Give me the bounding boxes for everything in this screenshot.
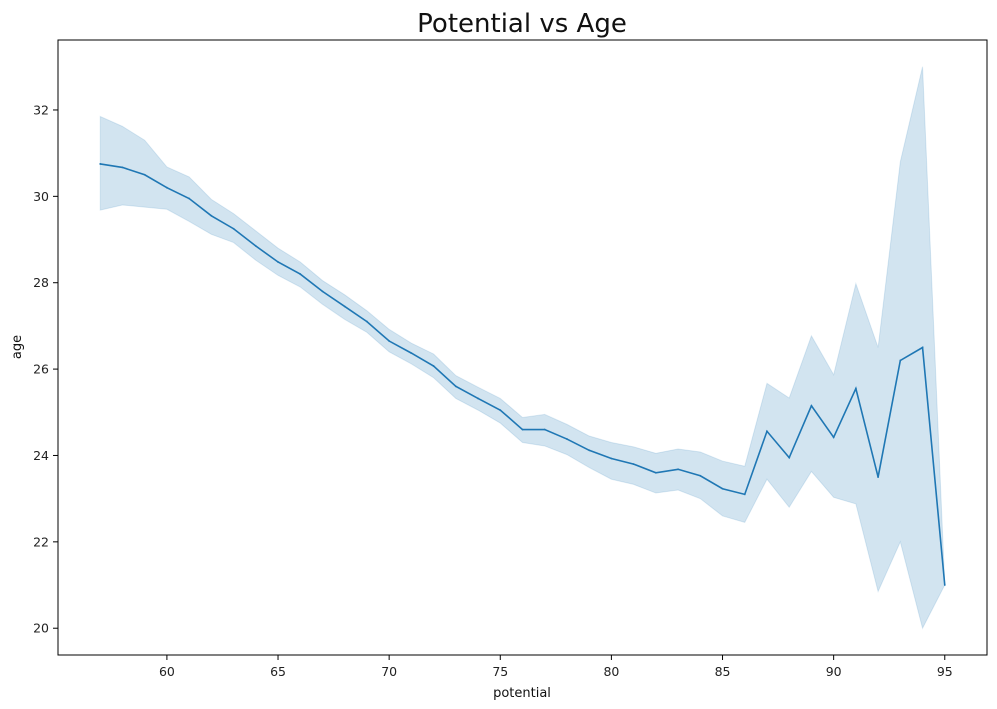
data-point bbox=[232, 227, 235, 230]
y-tick-label: 24 bbox=[33, 448, 49, 463]
y-tick-label: 20 bbox=[33, 621, 49, 636]
data-point bbox=[743, 493, 746, 496]
x-tick-label: 85 bbox=[715, 664, 731, 679]
data-point bbox=[610, 457, 613, 460]
data-point bbox=[654, 471, 657, 474]
data-point bbox=[699, 474, 702, 477]
data-point bbox=[810, 404, 813, 407]
data-point bbox=[677, 468, 679, 471]
data-point bbox=[366, 320, 368, 323]
data-point bbox=[477, 397, 479, 400]
data-point bbox=[588, 449, 591, 452]
data-point bbox=[454, 385, 457, 388]
data-point bbox=[121, 166, 124, 169]
data-point bbox=[943, 584, 946, 586]
data-point bbox=[521, 428, 524, 431]
data-point bbox=[899, 359, 902, 362]
data-point bbox=[99, 163, 102, 165]
x-tick-label: 90 bbox=[826, 664, 842, 679]
y-tick-label: 32 bbox=[33, 102, 49, 117]
y-tick-label: 28 bbox=[33, 275, 49, 290]
data-point bbox=[277, 261, 279, 263]
data-point bbox=[432, 365, 435, 367]
y-tick-label: 30 bbox=[33, 189, 49, 204]
x-tick-label: 75 bbox=[492, 664, 508, 679]
data-point bbox=[388, 340, 391, 342]
x-tick-label: 80 bbox=[603, 664, 619, 679]
plot-area bbox=[57, 39, 988, 656]
data-point bbox=[721, 487, 724, 490]
data-point bbox=[632, 463, 635, 466]
data-point bbox=[921, 346, 924, 349]
data-point bbox=[210, 214, 213, 217]
data-point bbox=[499, 409, 502, 412]
data-point bbox=[188, 197, 191, 200]
data-point bbox=[543, 428, 546, 431]
x-tick-label: 65 bbox=[270, 664, 286, 679]
data-point bbox=[766, 430, 768, 433]
data-point bbox=[321, 290, 324, 293]
y-axis: 20 22 24 26 28 30 32 bbox=[33, 102, 58, 636]
data-point bbox=[299, 273, 302, 275]
data-point bbox=[254, 245, 257, 247]
data-point bbox=[877, 476, 879, 478]
data-point bbox=[143, 173, 146, 176]
data-point bbox=[832, 436, 835, 439]
data-point bbox=[410, 352, 413, 355]
x-tick-label: 60 bbox=[159, 664, 175, 679]
x-tick-label: 70 bbox=[381, 664, 397, 679]
x-tick-label: 95 bbox=[937, 664, 953, 679]
x-axis-label: potential bbox=[493, 686, 551, 701]
x-axis: 60 65 70 75 80 85 90 95 bbox=[159, 655, 953, 679]
data-point bbox=[854, 387, 857, 390]
data-point bbox=[788, 456, 791, 459]
confidence-band bbox=[99, 66, 946, 630]
data-point bbox=[343, 305, 346, 308]
data-point bbox=[566, 438, 568, 440]
y-axis-label: age bbox=[10, 335, 25, 359]
chart-title: Potential vs Age bbox=[417, 9, 627, 39]
series-points bbox=[99, 163, 946, 586]
data-point bbox=[166, 186, 168, 189]
y-tick-label: 26 bbox=[33, 362, 49, 377]
y-tick-label: 22 bbox=[33, 534, 49, 549]
